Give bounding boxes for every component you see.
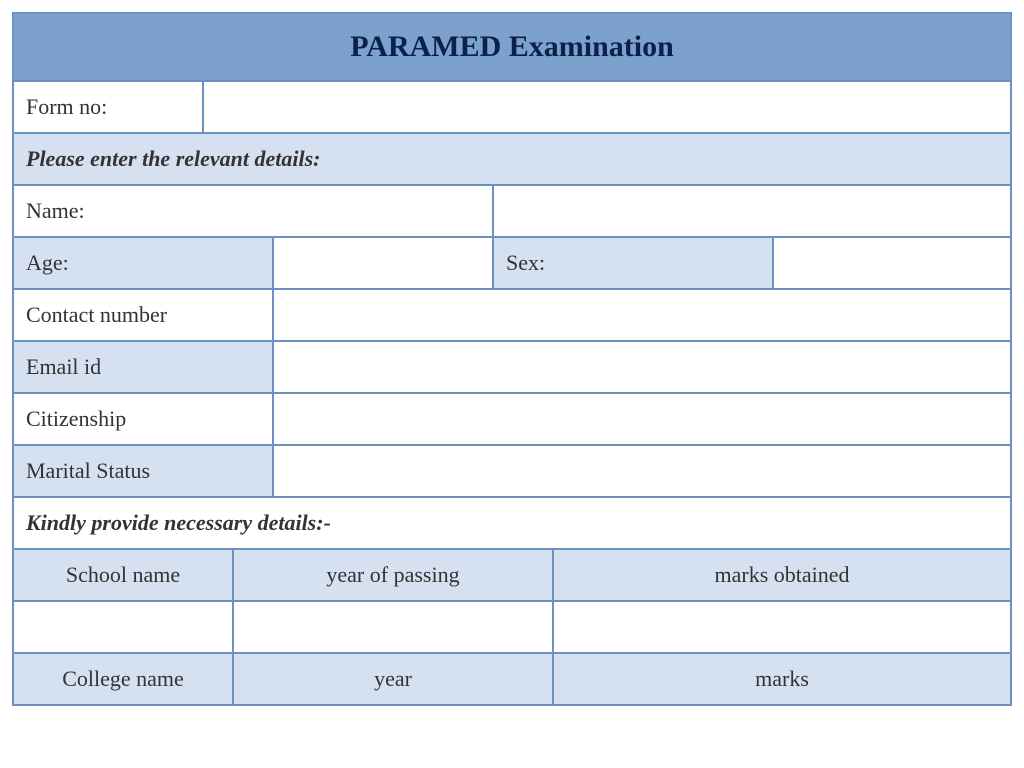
school-name-input[interactable] [14, 602, 234, 652]
form-no-row: Form no: [14, 82, 1010, 134]
email-row: Email id [14, 342, 1010, 394]
contact-label: Contact number [14, 290, 274, 340]
school-year-input[interactable] [234, 602, 554, 652]
instructions-2: Kindly provide necessary details:- [14, 498, 1010, 548]
school-marks-input[interactable] [554, 602, 1010, 652]
school-data-row [14, 602, 1010, 654]
marital-label: Marital Status [14, 446, 274, 496]
instructions-row-2: Kindly provide necessary details:- [14, 498, 1010, 550]
citizenship-input[interactable] [274, 394, 1010, 444]
college-marks-header: marks [554, 654, 1010, 704]
name-label: Name: [14, 186, 494, 236]
college-year-header: year [234, 654, 554, 704]
school-header-row: School name year of passing marks obtain… [14, 550, 1010, 602]
marital-input[interactable] [274, 446, 1010, 496]
school-year-header: year of passing [234, 550, 554, 600]
sex-label: Sex: [494, 238, 774, 288]
school-name-header: School name [14, 550, 234, 600]
age-input[interactable] [274, 238, 494, 288]
form-header-row: PARAMED Examination [14, 14, 1010, 82]
examination-form: PARAMED Examination Form no: Please ente… [12, 12, 1012, 706]
sex-input[interactable] [774, 238, 1010, 288]
contact-input[interactable] [274, 290, 1010, 340]
citizenship-row: Citizenship [14, 394, 1010, 446]
name-input[interactable] [494, 186, 1010, 236]
instructions-1: Please enter the relevant details: [14, 134, 1010, 184]
citizenship-label: Citizenship [14, 394, 274, 444]
school-marks-header: marks obtained [554, 550, 1010, 600]
age-label: Age: [14, 238, 274, 288]
college-header-row: College name year marks [14, 654, 1010, 704]
contact-row: Contact number [14, 290, 1010, 342]
instructions-row-1: Please enter the relevant details: [14, 134, 1010, 186]
form-no-input[interactable] [204, 82, 1010, 132]
email-label: Email id [14, 342, 274, 392]
college-name-header: College name [14, 654, 234, 704]
marital-row: Marital Status [14, 446, 1010, 498]
name-row: Name: [14, 186, 1010, 238]
form-no-label: Form no: [14, 82, 204, 132]
email-input[interactable] [274, 342, 1010, 392]
form-title: PARAMED Examination [14, 14, 1010, 80]
age-sex-row: Age: Sex: [14, 238, 1010, 290]
